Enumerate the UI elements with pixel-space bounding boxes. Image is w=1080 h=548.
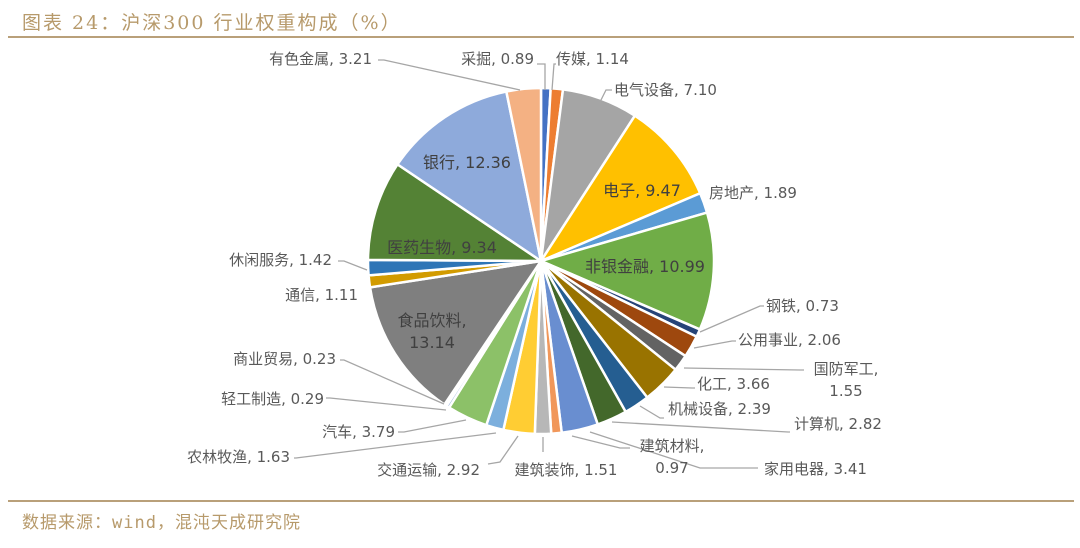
data-label: 食品饮料,: [397, 311, 466, 330]
data-label: 化工, 3.66: [697, 375, 770, 393]
data-label: 传媒, 1.14: [556, 50, 629, 68]
data-label: 公用事业, 2.06: [738, 331, 841, 349]
data-label: 建筑材料,: [640, 437, 705, 455]
data-label: 家用电器, 3.41: [764, 460, 867, 478]
leader-line: [338, 260, 368, 271]
data-label: 轻工制造, 0.29: [221, 390, 324, 408]
leader-line: [487, 435, 519, 465]
data-label-value: 13.14: [409, 333, 455, 352]
leader-line: [551, 63, 556, 91]
data-labels: 采掘, 0.89 传媒, 1.14 电气设备, 7.10 电子, 9.47 房地产, 1…: [187, 50, 882, 479]
leader-line: [326, 397, 447, 411]
data-label: 有色金属, 3.21: [269, 50, 372, 68]
data-label: 电气设备, 7.10: [614, 81, 717, 99]
data-label: 机械设备, 2.39: [668, 400, 771, 418]
data-label: 国防军工,: [814, 360, 879, 378]
title-divider: [8, 36, 1074, 38]
leader-line: [398, 419, 467, 433]
leader-line: [693, 340, 736, 349]
data-label: 汽车, 3.79: [322, 423, 395, 441]
data-label: 钢铁, 0.73: [766, 297, 839, 315]
leader-line: [683, 367, 804, 371]
data-label: 农林牧渔, 1.63: [187, 448, 290, 466]
data-label: 计算机, 2.82: [794, 415, 882, 433]
data-label: 交通运输, 2.92: [377, 461, 480, 479]
pie-slice-25: [505, 86, 543, 263]
data-label: 医药生物, 9.34: [387, 238, 497, 257]
data-label: 建筑装饰, 1.51: [515, 461, 618, 479]
leader-line: [571, 435, 630, 449]
pie-slice-3: [539, 114, 702, 263]
pie-slices: [366, 86, 716, 436]
data-label: 休闲服务, 1.42: [229, 251, 332, 269]
data-label: 房地产, 1.89: [709, 184, 797, 202]
source-note: 数据来源：wind，混沌天成研究院: [22, 513, 301, 533]
source-divider: [8, 500, 1074, 502]
pie-slice-24: [396, 90, 543, 263]
data-label: 采掘, 0.89: [461, 50, 534, 68]
data-label: 商业贸易, 0.23: [233, 350, 336, 368]
leader-line: [537, 63, 546, 90]
figure-title: 图表 24：沪深300 行业权重构成（%）: [22, 12, 402, 34]
data-label-value: 1.55: [829, 382, 862, 400]
data-label: 银行, 12.36: [423, 153, 511, 172]
leader-line: [599, 89, 612, 103]
leader-line: [589, 431, 758, 469]
data-label-value: 0.97: [655, 459, 688, 477]
leader-line: [378, 59, 521, 91]
data-label: 非银金融, 10.99: [585, 257, 705, 276]
leader-line: [340, 359, 445, 405]
pie-slice-23: [366, 163, 543, 263]
leader-lines: [294, 59, 804, 469]
data-label: 通信, 1.11: [285, 286, 358, 304]
leader-line: [639, 405, 664, 419]
leader-line: [699, 305, 764, 333]
leader-line: [294, 432, 497, 459]
leader-line: [611, 421, 790, 433]
pie-slice-5: [539, 211, 716, 331]
leader-line: [663, 386, 695, 389]
data-label: 电子, 9.47: [603, 181, 681, 200]
pie-slice-20: [368, 259, 543, 406]
